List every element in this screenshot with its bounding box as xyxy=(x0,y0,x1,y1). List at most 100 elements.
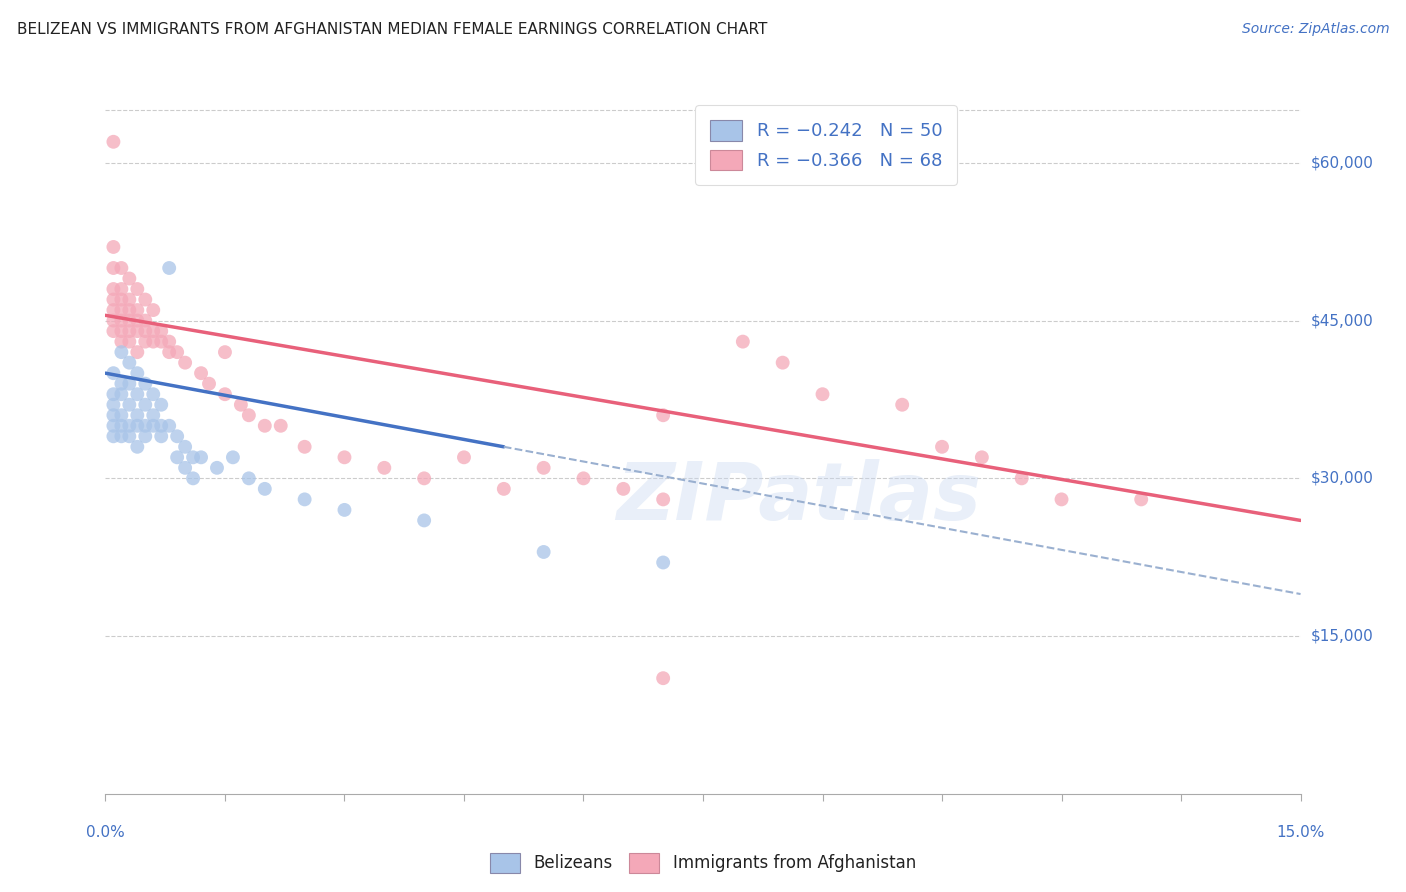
Point xyxy=(270,418,292,433)
Legend: R = −0.242   N = 50, R = −0.366   N = 68: R = −0.242 N = 50, R = −0.366 N = 68 xyxy=(696,105,957,185)
Point xyxy=(110,282,132,296)
Point xyxy=(103,293,125,307)
Text: Source: ZipAtlas.com: Source: ZipAtlas.com xyxy=(1241,22,1389,37)
Point xyxy=(238,471,260,485)
Point xyxy=(118,398,141,412)
Point xyxy=(127,418,149,433)
Text: BELIZEAN VS IMMIGRANTS FROM AFGHANISTAN MEDIAN FEMALE EARNINGS CORRELATION CHART: BELIZEAN VS IMMIGRANTS FROM AFGHANISTAN … xyxy=(17,22,768,37)
Point xyxy=(110,313,132,327)
Point xyxy=(142,387,165,401)
Point xyxy=(891,398,914,412)
Point xyxy=(166,450,188,465)
Point xyxy=(174,460,197,475)
Point xyxy=(110,345,132,359)
Point xyxy=(103,418,125,433)
Point xyxy=(142,303,165,318)
Point xyxy=(253,482,276,496)
Point xyxy=(166,345,188,359)
Point xyxy=(103,303,125,318)
Point xyxy=(103,398,125,412)
Point xyxy=(1011,471,1033,485)
Point xyxy=(970,450,993,465)
Point xyxy=(142,418,165,433)
Point xyxy=(731,334,754,349)
Point xyxy=(103,240,125,254)
Point xyxy=(333,503,356,517)
Point xyxy=(157,334,180,349)
Point xyxy=(572,471,595,485)
Point xyxy=(652,671,675,685)
Point xyxy=(181,450,204,465)
Point xyxy=(127,282,149,296)
Point xyxy=(118,376,141,391)
Point xyxy=(103,313,125,327)
Point xyxy=(533,545,555,559)
Point xyxy=(118,303,141,318)
Point xyxy=(110,324,132,338)
Point xyxy=(127,345,149,359)
Point xyxy=(150,334,173,349)
Point xyxy=(118,418,141,433)
Point xyxy=(134,376,156,391)
Point xyxy=(134,418,156,433)
Point xyxy=(453,450,475,465)
Point xyxy=(134,334,156,349)
Point xyxy=(103,324,125,338)
Text: 0.0%: 0.0% xyxy=(86,825,125,840)
Point xyxy=(110,409,132,423)
Point xyxy=(652,492,675,507)
Point xyxy=(110,303,132,318)
Point xyxy=(294,492,316,507)
Point xyxy=(110,260,132,275)
Point xyxy=(118,313,141,327)
Point xyxy=(1050,492,1073,507)
Point xyxy=(110,418,132,433)
Point xyxy=(127,313,149,327)
Point xyxy=(222,450,245,465)
Point xyxy=(492,482,515,496)
Point xyxy=(134,324,156,338)
Text: $45,000: $45,000 xyxy=(1310,313,1374,328)
Point xyxy=(118,293,141,307)
Point xyxy=(166,429,188,443)
Point xyxy=(214,345,236,359)
Point xyxy=(134,313,156,327)
Point xyxy=(150,398,173,412)
Point xyxy=(294,440,316,454)
Point xyxy=(205,460,228,475)
Point xyxy=(118,356,141,370)
Point xyxy=(110,334,132,349)
Point xyxy=(181,471,204,485)
Point xyxy=(103,366,125,380)
Point xyxy=(103,135,125,149)
Point xyxy=(103,409,125,423)
Point xyxy=(142,324,165,338)
Point xyxy=(150,418,173,433)
Text: $30,000: $30,000 xyxy=(1310,471,1374,486)
Point xyxy=(238,409,260,423)
Point xyxy=(127,324,149,338)
Point xyxy=(118,271,141,285)
Point xyxy=(127,387,149,401)
Point xyxy=(612,482,634,496)
Point xyxy=(229,398,252,412)
Point xyxy=(253,418,276,433)
Point xyxy=(198,376,221,391)
Point xyxy=(157,260,180,275)
Point xyxy=(103,387,125,401)
Text: ZIPatlas: ZIPatlas xyxy=(616,458,981,537)
Point xyxy=(174,440,197,454)
Point xyxy=(413,513,436,527)
Point xyxy=(142,409,165,423)
Point xyxy=(134,293,156,307)
Point xyxy=(103,260,125,275)
Point xyxy=(373,460,395,475)
Point xyxy=(772,356,794,370)
Point xyxy=(103,282,125,296)
Point xyxy=(134,429,156,443)
Text: $15,000: $15,000 xyxy=(1310,629,1374,644)
Point xyxy=(190,450,212,465)
Point xyxy=(142,334,165,349)
Point xyxy=(811,387,834,401)
Point xyxy=(127,366,149,380)
